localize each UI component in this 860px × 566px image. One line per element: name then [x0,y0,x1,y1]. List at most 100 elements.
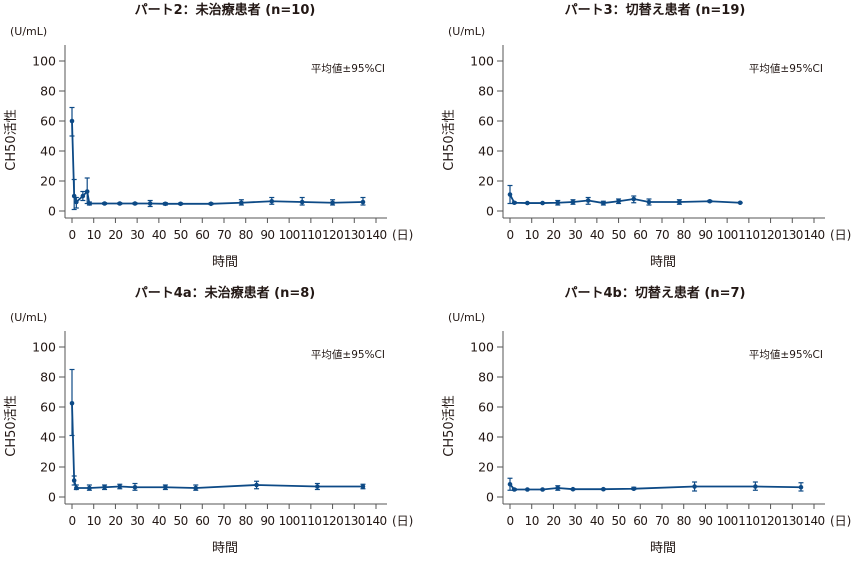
data-point [737,200,743,206]
data-point [601,486,606,492]
x-tick-label: 100 [717,228,738,242]
y-axis-label: CH50活性 [4,109,19,170]
data-point [677,199,682,205]
data-point [147,201,153,206]
data-point [163,484,168,490]
data-point [507,481,513,487]
data-point [646,199,652,205]
x-tick-label: 130 [782,514,803,528]
data-point [163,201,168,207]
x-tick-label: 10 [525,228,539,242]
x-tick-label: 70 [217,228,231,242]
data-point [555,200,561,206]
data-point [132,484,138,490]
x-tick-label: 80 [239,514,253,528]
x-tick-label: 40 [152,228,166,242]
data-point [74,199,79,205]
x-tick-label: 70 [655,514,669,528]
data-point [570,486,576,492]
data-point [69,118,75,124]
data-point [117,201,123,206]
y-axis-label: CH50活性 [442,395,457,456]
y-tick-label: 20 [40,174,56,189]
y-tick-label: 80 [478,370,494,385]
y-tick-label: 40 [40,144,56,159]
data-point [269,198,275,204]
x-tick-label: 140 [365,228,386,242]
x-tick-label: 10 [87,228,101,242]
x-tick-label: 110 [300,514,321,528]
data-point [360,484,366,489]
y-tick-label: 20 [478,174,494,189]
y-tick-label: 40 [478,430,494,445]
data-point [616,198,621,204]
x-tick-label: 60 [195,514,209,528]
data-point [208,201,214,207]
legend-note: 平均値±95%CI [311,62,385,75]
data-point [71,478,77,483]
x-tick-label: 120 [760,514,781,528]
x-unit-label: (日) [392,228,413,242]
data-point [299,199,305,205]
x-tick-label: 30 [130,228,144,242]
data-point [87,201,92,206]
x-tick-label: 80 [677,514,691,528]
y-tick-label: 80 [478,84,494,99]
data-point [84,189,90,194]
y-tick-label: 100 [32,54,56,69]
x-tick-label: 120 [322,514,343,528]
chart-panel-part2: (U/mL) CH50活性 平均値±95%CI 時間 (日) 0 20 40 60 80 100 0 1… [0,0,430,279]
x-axis-label: 時間 [650,255,676,270]
chart-title: パート4a：未治療患者 (n=8) [135,285,315,301]
data-point [525,200,530,206]
chart-title: パート2：未治療患者 (n=10) [135,2,316,18]
x-tick-label: 30 [130,514,144,528]
unit-label: (U/mL) [10,25,47,38]
x-tick-label: 0 [68,228,75,242]
data-point [254,482,259,488]
data-point [631,196,637,202]
x-tick-label: 90 [260,514,274,528]
y-tick-label: 100 [470,340,494,355]
x-tick-label: 90 [698,514,712,528]
x-tick-label: 110 [738,514,759,528]
y-tick-label: 60 [478,400,494,415]
x-unit-label: (日) [392,514,413,528]
x-tick-label: 0 [506,514,513,528]
x-tick-label: 30 [568,228,582,242]
legend-note: 平均値±95%CI [749,62,823,75]
x-tick-label: 50 [612,228,626,242]
x-tick-label: 50 [612,514,626,528]
series-line [71,120,363,205]
data-point [631,486,637,492]
x-tick-label: 80 [677,228,691,242]
legend-note: 平均値±95%CI [311,348,385,361]
y-tick-label: 40 [478,144,494,159]
x-unit-label: (日) [830,514,851,528]
y-tick-label: 20 [40,460,56,475]
x-tick-label: 40 [152,514,166,528]
chart-title: パート3：切替え患者 (n=19) [565,2,746,18]
data-point [360,199,366,205]
chart-title: パート4b：切替え患者 (n=7) [565,285,746,301]
data-point [193,485,199,491]
x-tick-label: 80 [239,228,253,242]
x-tick-label: 30 [568,514,582,528]
x-tick-label: 40 [590,514,604,528]
y-tick-label: 40 [40,430,56,445]
x-tick-label: 140 [365,514,386,528]
x-tick-label: 0 [68,514,75,528]
series-line [71,403,363,489]
data-point [102,484,107,490]
x-tick-label: 120 [760,228,781,242]
x-tick-label: 20 [546,228,560,242]
x-tick-label: 50 [174,228,188,242]
data-point [87,485,92,491]
unit-label: (U/mL) [10,311,47,324]
data-point [798,484,804,490]
unit-label: (U/mL) [448,311,485,324]
data-point [69,400,75,406]
